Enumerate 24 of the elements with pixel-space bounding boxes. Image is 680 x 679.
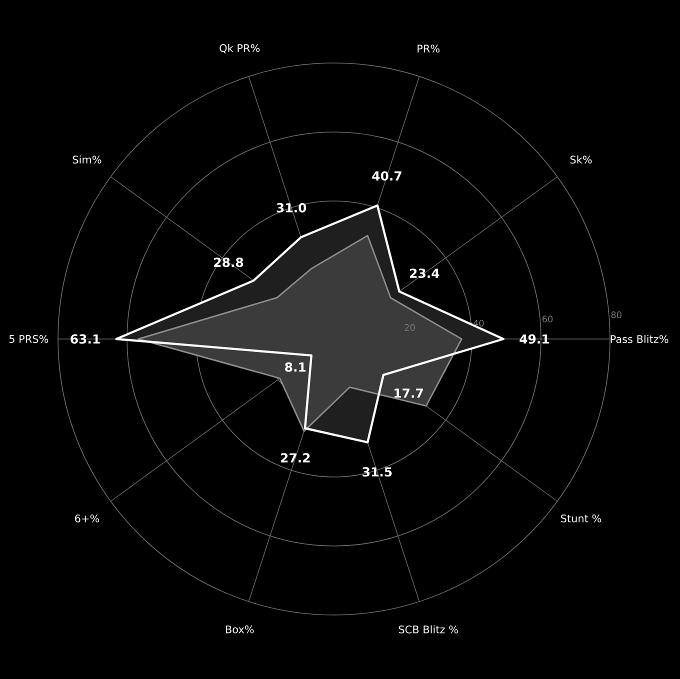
data-label: 40.7 xyxy=(372,171,402,181)
spoke-label: PR% xyxy=(418,44,440,53)
data-label: 28.8 xyxy=(214,258,244,268)
spoke-label: SCB Blitz % xyxy=(398,625,458,634)
spoke-label: Sk% xyxy=(570,155,592,164)
data-label: 27.2 xyxy=(281,453,310,462)
data-label: 17.7 xyxy=(394,388,423,398)
spoke-label: Pass Blitz% xyxy=(610,334,668,344)
spoke-label: 5 PRS% xyxy=(9,335,48,343)
spoke-label: Sim% xyxy=(72,155,102,164)
data-label: 49.1 xyxy=(520,334,549,344)
y-tick-label: 60 xyxy=(542,316,553,322)
spoke-label: 6+% xyxy=(75,514,100,522)
spoke-label: Stunt % xyxy=(561,514,602,522)
data-label: 23.4 xyxy=(410,268,440,278)
data-label: 31.0 xyxy=(276,203,306,212)
spoke-label: Qk PR% xyxy=(220,44,260,54)
y-tick-label: 80 xyxy=(611,311,622,318)
data-label: 63.1 xyxy=(70,334,100,344)
y-tick-label: 40 xyxy=(473,320,484,327)
y-tick-label: 20 xyxy=(404,324,415,331)
data-label: 31.5 xyxy=(362,467,392,477)
spoke-label: Box% xyxy=(226,625,254,634)
data-label: 8.1 xyxy=(285,362,306,372)
